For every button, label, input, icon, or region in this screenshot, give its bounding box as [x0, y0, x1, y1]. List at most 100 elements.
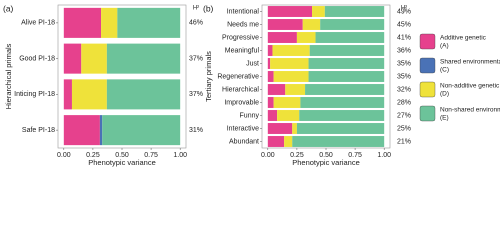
x-tick-label: 1.00 [173, 152, 187, 159]
legend-swatch [419, 105, 436, 122]
bar-segment [272, 45, 310, 56]
x-tick-label: 0.00 [57, 152, 71, 159]
bar-segment [267, 58, 271, 69]
bar-segment [63, 79, 72, 110]
x-axis-title: Phenotypic variance [88, 158, 156, 167]
x-tick-label: 0.00 [261, 152, 275, 159]
h2-label: 37% [189, 91, 203, 98]
bar-segment [71, 79, 107, 110]
bar-segment [101, 7, 118, 38]
x-tick-label: 1.00 [377, 152, 391, 159]
y-tick-label: Regenerative [217, 73, 259, 80]
y-tick-label: Hierarchical [222, 86, 259, 93]
bar-segment [305, 84, 385, 95]
x-tick-label: 0.25 [290, 152, 304, 159]
panel-label: (a) [3, 3, 14, 13]
bar-segment [309, 45, 385, 56]
bar-segment [267, 97, 274, 108]
bar-segment [267, 19, 303, 30]
x-tick-label: 0.75 [348, 152, 362, 159]
h2-header: H² [401, 6, 407, 12]
legend-swatch [419, 81, 436, 98]
h2-label: 35% [397, 60, 411, 67]
legend-label: Additive genetic (A) [440, 34, 487, 49]
bar-segment [267, 45, 273, 56]
y-axis-title: Tertiary primals [204, 51, 213, 102]
y-tick-label: Intentional [227, 8, 260, 15]
x-axis-title: Phenotypic variance [292, 158, 360, 167]
bar-segment [267, 71, 274, 82]
bar-segment [308, 71, 385, 82]
bar-segment [270, 58, 309, 69]
bar-segment [285, 84, 306, 95]
bar-segment [267, 110, 278, 121]
x-tick-label: 0.50 [115, 152, 129, 159]
h2-label: 41% [397, 34, 411, 41]
h2-label: 28% [397, 99, 411, 106]
bar-segment [106, 79, 181, 110]
bar-segment [273, 97, 301, 108]
y-axis-title: Hierarchical primals [4, 43, 13, 109]
panel-label: (b) [203, 3, 214, 13]
bar-segment [312, 6, 325, 17]
bar-segment [308, 58, 385, 69]
bar-segment [296, 123, 385, 134]
y-tick-label: Good PI-18 [19, 55, 55, 62]
bar-segment [106, 43, 181, 74]
bar-segment [81, 43, 107, 74]
x-tick-label: 0.75 [144, 152, 158, 159]
y-tick-label: Abundant [229, 138, 259, 145]
bar-segment [63, 115, 100, 146]
bar-segment [277, 110, 300, 121]
h2-label: 25% [397, 125, 411, 132]
bar-segment [267, 84, 286, 95]
y-tick-label: Needs me [227, 21, 259, 28]
bar-segment [102, 115, 181, 146]
bar-segment [63, 7, 102, 38]
h2-label: 31% [189, 127, 203, 134]
figure: Alive PI-18 46% Good PI-18 37% Inticing PI-1… [3, 3, 500, 167]
legend-label: Non-shared environmental(E) [440, 106, 500, 121]
bar-segment [320, 19, 385, 30]
bar-segment [302, 19, 321, 30]
h2-label: 45% [397, 21, 411, 28]
bar-segment [267, 136, 285, 147]
bar-segment [267, 123, 293, 134]
bar-segment [63, 43, 82, 74]
legend-swatch [419, 57, 436, 74]
bar-segment [296, 32, 316, 43]
h2-label: 32% [397, 86, 411, 93]
bar-segment [284, 136, 293, 147]
bar-segment [300, 97, 385, 108]
legend-label: Shared environmental (C) [440, 58, 500, 73]
bar-segment [267, 6, 313, 17]
y-tick-label: Alive PI-18 [21, 20, 55, 27]
x-tick-label: 0.50 [319, 152, 333, 159]
bar-segment [299, 110, 385, 121]
bar-segment [117, 7, 181, 38]
legend-swatch [419, 33, 436, 50]
y-tick-label: Progressive [222, 34, 259, 41]
legend-label: Non-additive genetic (D) [440, 82, 500, 97]
y-tick-label: Meaningful [225, 47, 260, 54]
h2-label: 46% [189, 20, 203, 27]
y-tick-label: Safe PI-18 [22, 127, 55, 134]
bar-segment [324, 6, 385, 17]
y-tick-label: Just [246, 60, 259, 67]
bar-segment [292, 123, 297, 134]
x-tick-label: 0.25 [86, 152, 100, 159]
bar-segment [99, 115, 103, 146]
y-tick-label: Improvable [224, 99, 259, 106]
h2-label: 36% [397, 47, 411, 54]
bar-segment [273, 71, 309, 82]
y-tick-label: Inticing PI-18 [14, 91, 55, 98]
h2-label: 35% [397, 73, 411, 80]
bar-segment [292, 136, 385, 147]
h2-header: H² [193, 6, 199, 12]
bar-segment [267, 32, 297, 43]
h2-label: 21% [397, 138, 411, 145]
y-tick-label: Funny [240, 112, 260, 119]
h2-label: 27% [397, 112, 411, 119]
bar-segment [315, 32, 385, 43]
y-tick-label: Interactive [227, 125, 259, 132]
